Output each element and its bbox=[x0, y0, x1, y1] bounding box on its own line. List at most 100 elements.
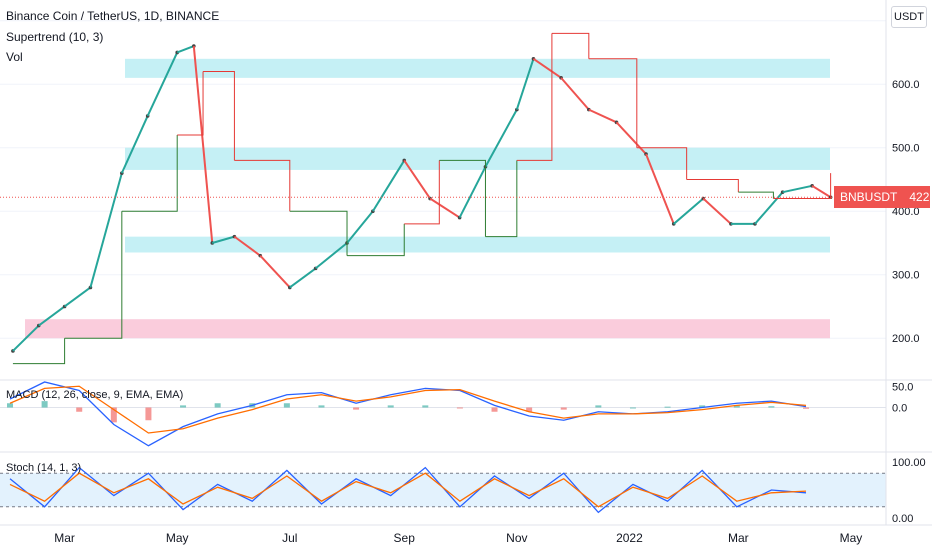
price-segment bbox=[754, 191, 784, 225]
supertrend-segment bbox=[686, 178, 739, 193]
price-tick-label: 300.0 bbox=[892, 270, 920, 282]
supertrend-segment bbox=[485, 160, 518, 238]
price-segment bbox=[372, 159, 406, 212]
macd-pane[interactable] bbox=[0, 381, 886, 447]
price-tick-label: 400.0 bbox=[892, 206, 920, 218]
macd-histogram-bar bbox=[733, 405, 740, 408]
price-pane[interactable] bbox=[0, 20, 886, 365]
macd-histogram-bar bbox=[76, 407, 83, 412]
time-tick-label: Sep bbox=[394, 531, 416, 545]
macd-histogram-bar bbox=[145, 407, 152, 421]
price-zone bbox=[125, 58, 830, 78]
price-segment bbox=[192, 46, 214, 244]
macd-histogram-bar bbox=[7, 403, 13, 408]
macd-histogram-bar bbox=[110, 407, 117, 423]
price-segment bbox=[346, 210, 374, 244]
price-zone bbox=[125, 147, 830, 170]
price-segment bbox=[429, 197, 461, 219]
price-segment bbox=[811, 184, 832, 199]
price-segment bbox=[403, 159, 431, 200]
price-segment bbox=[532, 57, 562, 79]
price-segment bbox=[458, 166, 487, 219]
price-zone bbox=[125, 236, 830, 253]
supertrend-segment bbox=[773, 173, 832, 200]
time-tick-label: Jul bbox=[282, 531, 297, 545]
price-segment bbox=[211, 235, 235, 244]
supertrend-segment bbox=[551, 32, 590, 59]
macd-histogram-bar bbox=[768, 406, 775, 408]
supertrend-segment bbox=[404, 160, 440, 225]
macd-histogram-bar bbox=[214, 403, 221, 408]
price-segment bbox=[782, 184, 813, 194]
macd-tick-label: 50.0 bbox=[892, 381, 913, 393]
macd-label: MACD (12, 26, close, 9, EMA, EMA) bbox=[6, 389, 184, 401]
macd-histogram-bar bbox=[664, 406, 671, 408]
supertrend-segment bbox=[289, 210, 348, 256]
supertrend-segment bbox=[347, 223, 405, 257]
supertrend-segment bbox=[203, 71, 235, 161]
time-tick-label: Mar bbox=[54, 531, 75, 545]
price-segment bbox=[64, 286, 92, 308]
price-segment bbox=[233, 235, 261, 257]
supertrend-segment bbox=[64, 211, 123, 339]
supertrend-segment bbox=[439, 159, 486, 237]
macd-histogram-bar bbox=[180, 405, 187, 408]
price-zone bbox=[25, 319, 830, 339]
price-segment bbox=[12, 324, 40, 352]
stoch-tick-label: 100.00 bbox=[892, 457, 926, 469]
price-segment bbox=[315, 242, 348, 270]
macd-histogram-bar bbox=[803, 407, 809, 409]
price-segment bbox=[38, 305, 66, 327]
macd-histogram-bar bbox=[318, 405, 325, 408]
time-tick-label: 2022 bbox=[616, 531, 643, 545]
time-tick-label: Mar bbox=[728, 531, 749, 545]
stoch-label: Stoch (14, 1, 3) bbox=[6, 462, 82, 474]
supertrend-segment bbox=[12, 338, 66, 365]
stoch-pane[interactable] bbox=[0, 466, 886, 514]
time-tick-label: Nov bbox=[506, 531, 527, 545]
stoch-band bbox=[0, 473, 886, 507]
price-segment bbox=[259, 255, 291, 289]
time-tick-label: May bbox=[166, 531, 189, 545]
macd-histogram-bar bbox=[629, 407, 636, 409]
supertrend-segment bbox=[516, 33, 553, 161]
price-segment bbox=[289, 267, 317, 289]
macd-histogram-bar bbox=[41, 401, 48, 408]
macd-histogram-bar bbox=[699, 405, 706, 408]
supertrend-segment bbox=[177, 71, 204, 136]
price-segment bbox=[673, 197, 704, 225]
price-segment bbox=[702, 197, 732, 225]
last-price-value: 422.0 bbox=[909, 190, 932, 205]
stoch-k-line bbox=[9, 466, 807, 514]
volume-label: Vol bbox=[6, 50, 23, 64]
macd-histogram-bar bbox=[456, 407, 463, 409]
last-price-badge: BNBUSDT 422.0 bbox=[834, 186, 932, 209]
macd-histogram-bar bbox=[491, 407, 498, 412]
price-segment bbox=[146, 52, 179, 117]
currency-button[interactable]: USDT bbox=[891, 6, 927, 28]
macd-histogram-bar bbox=[526, 407, 533, 412]
price-segment bbox=[484, 109, 518, 168]
macd-histogram-bar bbox=[283, 403, 290, 408]
last-price-symbol: BNBUSDT bbox=[840, 190, 898, 205]
macd-histogram-bar bbox=[595, 405, 602, 408]
macd-histogram-bar bbox=[387, 405, 394, 408]
supertrend-segment bbox=[588, 58, 638, 148]
supertrend-segment bbox=[234, 159, 291, 212]
supertrend-segment bbox=[636, 147, 688, 180]
supertrend-label: Supertrend (10, 3) bbox=[6, 30, 104, 44]
price-segment bbox=[176, 45, 195, 54]
supertrend-segment bbox=[121, 135, 178, 212]
price-segment bbox=[615, 121, 647, 155]
macd-line bbox=[9, 381, 807, 447]
stoch-tick-label: 0.00 bbox=[892, 513, 913, 525]
price-segment bbox=[120, 115, 149, 174]
macd-histogram-bar bbox=[422, 405, 429, 408]
symbol-title: Binance Coin / TetherUS, 1D, BINANCE bbox=[6, 9, 220, 23]
price-segment bbox=[89, 172, 123, 288]
macd-tick-label: 0.0 bbox=[892, 403, 907, 415]
price-tick-label: 200.0 bbox=[892, 333, 920, 345]
price-tick-label: 500.0 bbox=[892, 143, 920, 155]
